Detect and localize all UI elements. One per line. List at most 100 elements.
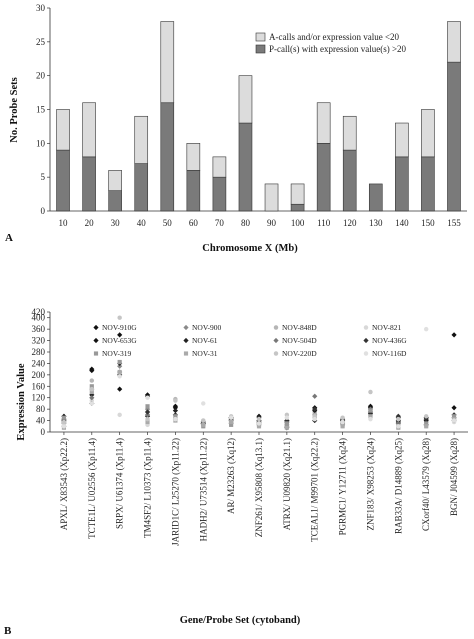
data-point-nov-220d bbox=[145, 416, 150, 422]
bar-segment-p-calls bbox=[56, 149, 70, 212]
bar-segment-a-calls bbox=[290, 183, 305, 205]
panel-a-x-tick-label: 130 bbox=[369, 218, 383, 228]
data-point-nov-116d bbox=[201, 401, 206, 406]
panel-b-y-tick-label: 280 bbox=[32, 347, 46, 357]
data-point-nov-220d bbox=[61, 419, 67, 425]
data-point-nov-220d bbox=[117, 315, 122, 320]
panel-b-y-tick-label: 400 bbox=[32, 313, 46, 323]
legend-label-p-calls: P-call(s) with expression value(s) >20 bbox=[269, 44, 407, 54]
panel-a-x-tick-label: 110 bbox=[317, 218, 331, 228]
data-point-nov-31 bbox=[117, 369, 122, 375]
panel-a-y-tick-label: 30 bbox=[36, 3, 46, 13]
data-point-nov-319 bbox=[173, 414, 178, 419]
data-point-nov-116d bbox=[340, 419, 345, 425]
legend-marker-nov-61 bbox=[183, 337, 189, 344]
panel-a-y-tick-label: 10 bbox=[36, 138, 46, 148]
data-point-nov-653g bbox=[117, 386, 123, 392]
panel-b-x-tick-label: SRPX/ U61374 (Xp11.4) bbox=[115, 438, 125, 529]
data-point-nov-319 bbox=[117, 359, 122, 365]
panel-b-y-tick-label: 320 bbox=[32, 336, 46, 346]
panel-a-x-tick-label: 70 bbox=[215, 218, 225, 228]
data-point-nov-900 bbox=[117, 363, 123, 369]
legend-label-nov-116d: NOV-116D bbox=[372, 349, 407, 358]
legend-marker-nov-116d bbox=[363, 351, 369, 356]
data-point-nov-31 bbox=[424, 424, 429, 429]
data-point-nov-653g bbox=[144, 392, 151, 398]
legend-marker-nov-319 bbox=[93, 351, 99, 356]
bar-segment-a-calls bbox=[134, 115, 149, 164]
legend-marker-nov-848d bbox=[273, 325, 279, 330]
bar-segment-p-calls bbox=[342, 149, 357, 212]
bar-segment-p-calls bbox=[290, 203, 305, 212]
data-point-nov-848d bbox=[89, 378, 95, 383]
panel-b-y-axis-label: Expression Value bbox=[16, 363, 27, 440]
panel-a-x-tick-label: 150 bbox=[421, 218, 435, 228]
bar-segment-p-calls bbox=[447, 61, 461, 212]
bar-segment-a-calls bbox=[395, 122, 409, 158]
legend-marker-nov-31 bbox=[183, 351, 189, 356]
legend-label-nov-220d: NOV-220D bbox=[282, 349, 317, 358]
panel-b-y-tick-label: 160 bbox=[32, 381, 46, 391]
panel-b-y-tick-label: 420 bbox=[32, 307, 46, 317]
bar-segment-p-calls bbox=[368, 183, 383, 212]
panel-a-x-tick-label: 80 bbox=[241, 218, 251, 228]
data-point-nov-116d bbox=[145, 395, 150, 400]
bar-segment-a-calls bbox=[56, 109, 70, 151]
bar-segment-a-calls bbox=[186, 143, 201, 171]
panel-a-x-tick-label: 140 bbox=[395, 218, 409, 228]
data-point-nov-116d bbox=[61, 424, 67, 429]
panel-b-y-tick-label: 0 bbox=[41, 427, 46, 437]
panel-b-y-tick-label: 360 bbox=[32, 324, 46, 334]
data-point-nov-653g bbox=[451, 405, 457, 411]
data-point-nov-436g bbox=[312, 406, 318, 412]
panel-b-x-tick-label: JARID1C/ L25270 (Xp11.22) bbox=[170, 438, 180, 546]
panel-b-y-tick-label: 120 bbox=[32, 393, 46, 403]
panel-a-y-tick-label: 15 bbox=[36, 105, 46, 115]
data-point-nov-31 bbox=[340, 424, 345, 429]
data-point-nov-220d bbox=[368, 389, 373, 395]
legend-marker-nov-220d bbox=[273, 351, 279, 356]
panel-b-y-tick-label: 40 bbox=[36, 416, 46, 426]
data-point-nov-319 bbox=[145, 404, 150, 409]
data-point-nov-319 bbox=[424, 421, 429, 426]
data-point-nov-116d bbox=[284, 415, 290, 420]
panel-b-letter: B bbox=[4, 625, 12, 637]
data-point-nov-61 bbox=[89, 392, 95, 398]
panel-a-bar-chart: No. Probe Sets Chromosome X (Mb) A A-cal… bbox=[5, 3, 467, 254]
data-point-nov-900 bbox=[144, 406, 151, 412]
data-point-nov-116d bbox=[451, 418, 457, 423]
data-point-nov-116d bbox=[396, 424, 401, 429]
legend-swatch-a-calls bbox=[255, 32, 266, 42]
panel-b-x-tick-label: ATRX/ U09820 (Xq21.1) bbox=[282, 438, 292, 530]
bar-segment-p-calls bbox=[160, 102, 175, 212]
legend-marker-nov-504d bbox=[273, 337, 279, 344]
data-point-nov-220d bbox=[340, 415, 345, 420]
panel-a-x-tick-label: 50 bbox=[163, 218, 173, 228]
legend-label-nov-31: NOV-31 bbox=[192, 349, 218, 358]
legend-label-a-calls: A-calls and/or expression value <20 bbox=[269, 32, 400, 42]
panel-b-scatter-chart: Expression Value Gene/Probe Set (cytoban… bbox=[4, 307, 468, 637]
bar-segment-p-calls bbox=[316, 143, 331, 212]
panel-a-x-tick-label: 20 bbox=[85, 218, 95, 228]
data-point-nov-319 bbox=[61, 415, 67, 420]
legend-marker-nov-821 bbox=[363, 325, 369, 330]
panel-b-x-tick-label: TM4SF2/ L10373 (Xp11.4) bbox=[143, 438, 153, 538]
data-point-nov-220d bbox=[396, 416, 401, 422]
legend-marker-nov-900 bbox=[183, 324, 189, 331]
data-point-nov-436g bbox=[284, 417, 290, 424]
panel-a-x-tick-label: 10 bbox=[59, 218, 69, 228]
data-point-nov-653g bbox=[172, 405, 178, 411]
panel-b-x-tick-label: CXorf40/ L43579 (Xq28) bbox=[421, 438, 431, 531]
legend-marker-nov-436g bbox=[363, 337, 369, 344]
panel-a-x-axis-label: Chromosome X (Mb) bbox=[202, 243, 298, 254]
data-point-nov-504d bbox=[395, 420, 401, 427]
panel-b-x-axis-label: Gene/Probe Set (cytoband) bbox=[180, 615, 301, 626]
legend-label-nov-319: NOV-319 bbox=[102, 349, 132, 358]
bar-segment-p-calls bbox=[395, 156, 409, 212]
bar-segment-a-calls bbox=[421, 109, 435, 158]
legend-marker-nov-910g bbox=[93, 324, 99, 331]
legend-label-nov-504d: NOV-504D bbox=[282, 336, 317, 345]
data-point-nov-436g bbox=[423, 416, 429, 422]
legend-label-nov-910g: NOV-910G bbox=[102, 323, 137, 332]
data-point-nov-31 bbox=[284, 425, 289, 430]
